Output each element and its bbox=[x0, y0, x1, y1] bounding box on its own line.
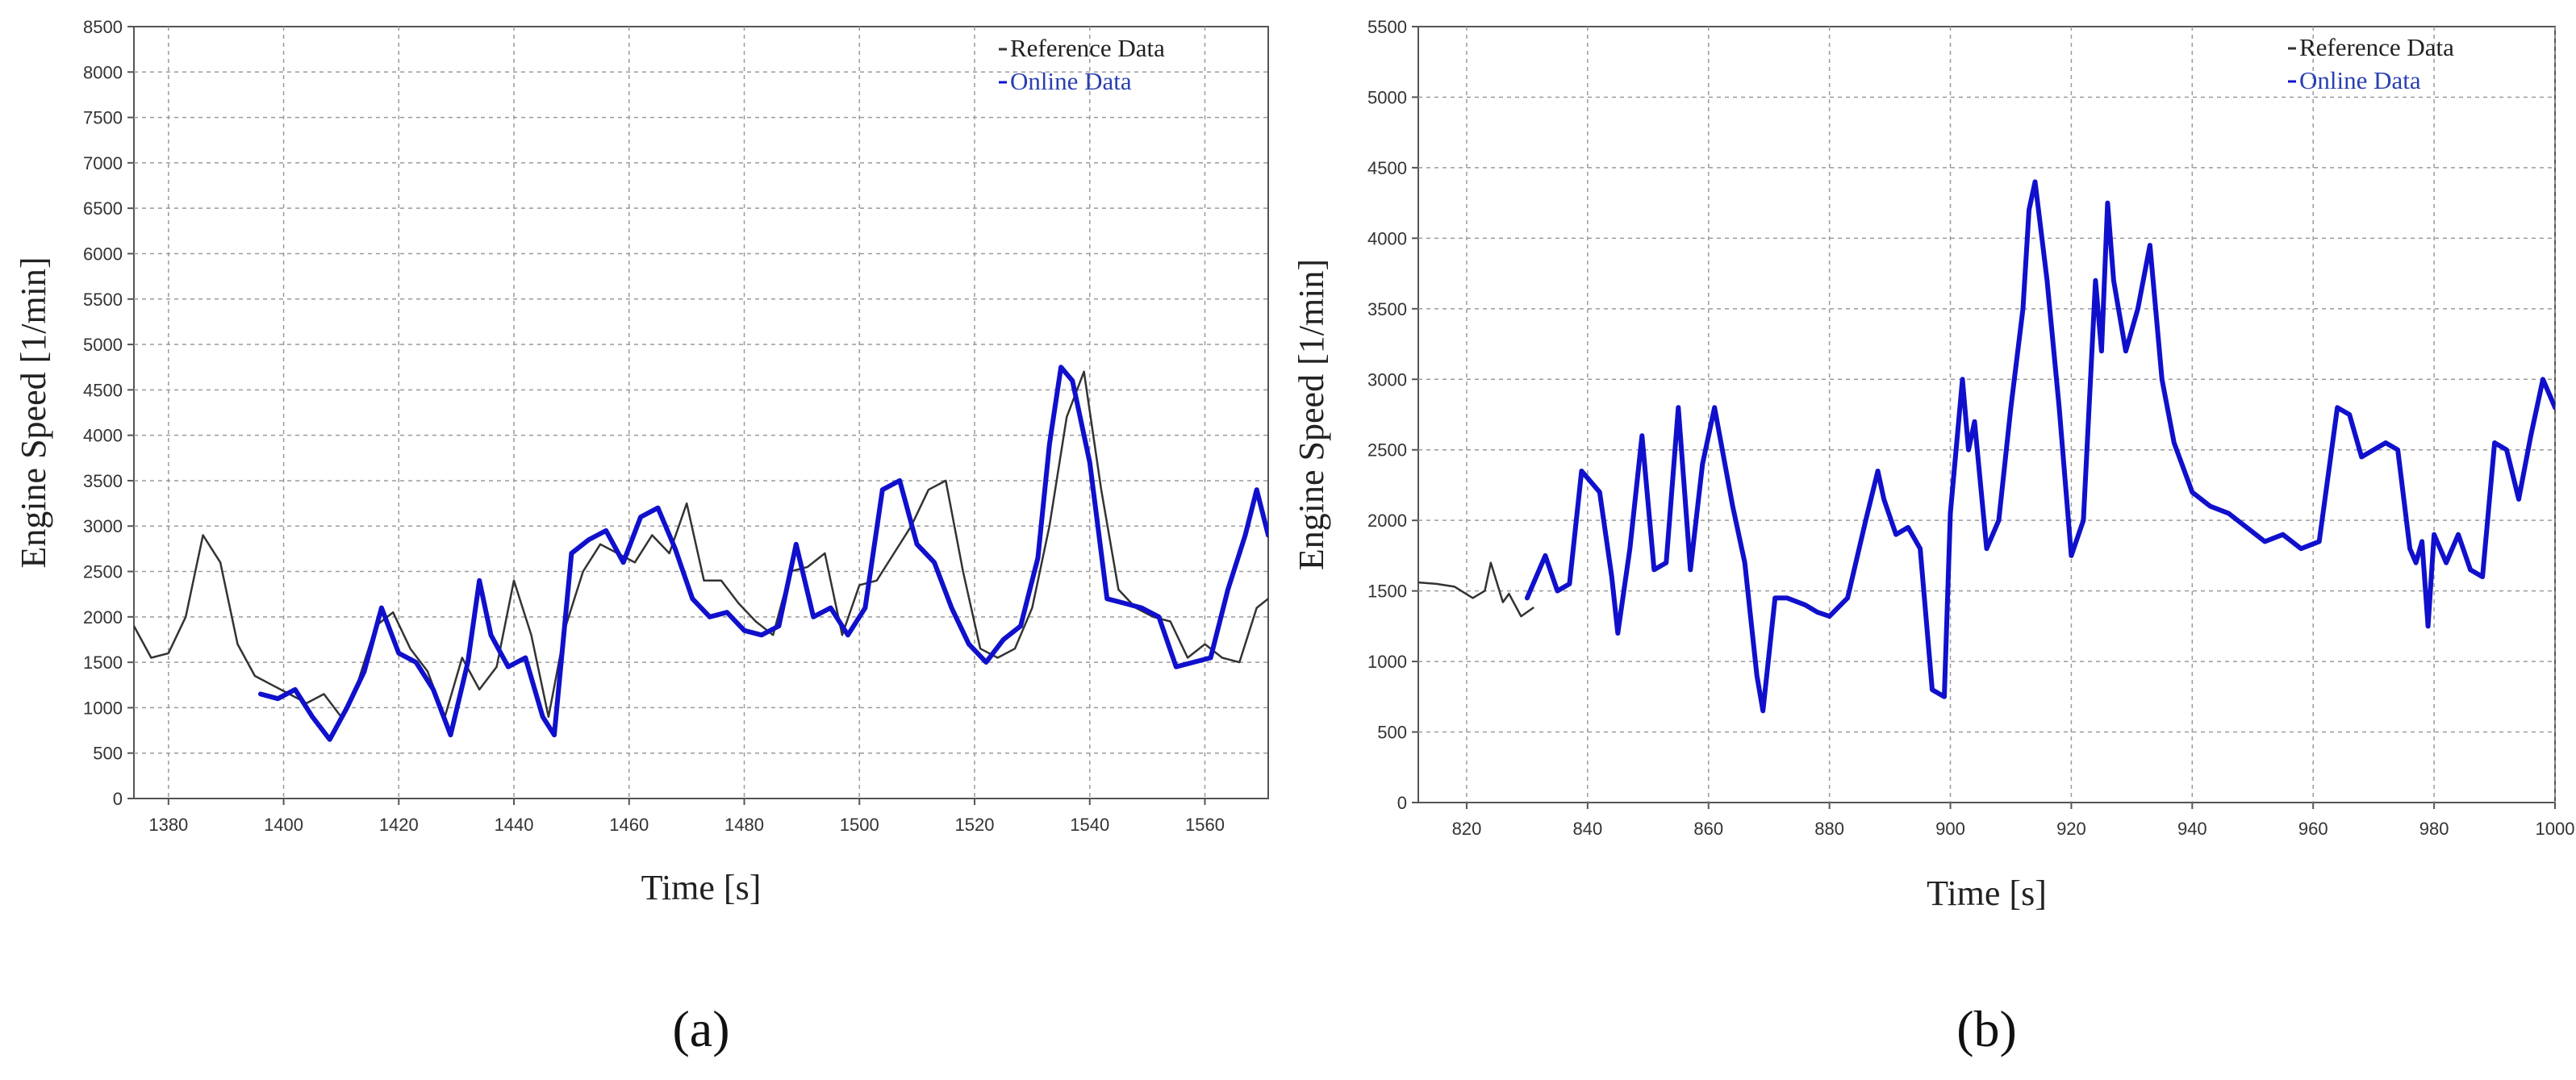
x-tick-label: 880 bbox=[1814, 819, 1844, 839]
legend-entry: Online Data bbox=[2299, 66, 2421, 94]
x-tick-label: 920 bbox=[2056, 819, 2086, 839]
x-tick-label: 1500 bbox=[840, 815, 879, 835]
chart-panel-b: 0 500 1000 1500 2000 2500 3000 3500 4000 4500 5000… bbox=[1292, 17, 2574, 1057]
y-axis-title: Engine Speed [1/min] bbox=[1292, 259, 1331, 570]
legend-entry: Reference Data bbox=[2299, 33, 2454, 61]
y-tick-label: 1000 bbox=[1367, 652, 1407, 672]
y-tick-label: 4000 bbox=[1367, 228, 1407, 248]
x-tick-label: 820 bbox=[1452, 819, 1482, 839]
y-tick-label: 1500 bbox=[1367, 582, 1407, 602]
x-tick-label: 940 bbox=[2177, 819, 2207, 839]
y-tick-label: 3500 bbox=[83, 471, 123, 491]
x-tick-label: 960 bbox=[2298, 819, 2328, 839]
legend-entry: Reference Data bbox=[1010, 34, 1165, 62]
y-tick-label: 6500 bbox=[83, 198, 123, 219]
x-tick-label: 840 bbox=[1572, 819, 1602, 839]
y-tick-label: 0 bbox=[1397, 793, 1407, 813]
x-tick-label: 1000 bbox=[2536, 819, 2575, 839]
legend: Reference Data Online Data bbox=[999, 34, 1165, 95]
panel-label: (b) bbox=[1956, 1000, 2017, 1057]
x-tick-label: 900 bbox=[1935, 819, 1965, 839]
y-tick-label: 5000 bbox=[83, 335, 123, 355]
y-tick-label: 7500 bbox=[83, 108, 123, 128]
y-tick-label: 1500 bbox=[83, 653, 123, 673]
y-tick-label: 1000 bbox=[83, 698, 123, 718]
y-tick-label: 5500 bbox=[83, 290, 123, 310]
y-tick-label: 5500 bbox=[1367, 17, 1407, 37]
legend-entry: Online Data bbox=[1010, 67, 1132, 95]
panel-label: (a) bbox=[672, 1000, 729, 1057]
y-tick-label: 3000 bbox=[83, 516, 123, 536]
plot-area bbox=[1417, 26, 2556, 803]
y-tick-label: 6000 bbox=[83, 244, 123, 264]
x-tick-label: 1380 bbox=[148, 815, 188, 835]
y-tick-label: 500 bbox=[1377, 723, 1407, 743]
y-tick-label: 2500 bbox=[1367, 440, 1407, 461]
chart-panel-a: 0 500 1000 1500 2000 2500 3000 3500 4000 4500 5000… bbox=[14, 17, 1269, 1057]
x-tick-label: 1420 bbox=[379, 815, 419, 835]
y-axis-title: Engine Speed [1/min] bbox=[14, 256, 53, 568]
y-tick-label: 3000 bbox=[1367, 369, 1407, 390]
y-tick-label: 7000 bbox=[83, 153, 123, 173]
series-line-online-data bbox=[1524, 179, 2555, 714]
y-tick-label: 2000 bbox=[83, 607, 123, 628]
y-tick-label: 8000 bbox=[83, 62, 123, 82]
x-axis-title: Time [s] bbox=[1927, 874, 2047, 913]
x-tick-label: 1520 bbox=[955, 815, 995, 835]
y-tick-label: 0 bbox=[113, 789, 123, 809]
series-line-reference-data bbox=[134, 370, 1268, 718]
y-tick-label: 5000 bbox=[1367, 87, 1407, 107]
x-tick-label: 860 bbox=[1693, 819, 1723, 839]
plot-area bbox=[133, 26, 1269, 799]
y-tick-label: 4500 bbox=[1367, 158, 1407, 178]
y-tick-label: 4500 bbox=[83, 380, 123, 400]
x-tick-label: 980 bbox=[2419, 819, 2449, 839]
x-tick-label: 1560 bbox=[1185, 815, 1225, 835]
y-tick-label: 2500 bbox=[83, 562, 123, 582]
y-tick-label: 500 bbox=[93, 744, 123, 764]
series-line-reference-data bbox=[1418, 561, 1534, 618]
y-tick-label: 3500 bbox=[1367, 299, 1407, 319]
series-line-online-data bbox=[258, 365, 1268, 742]
legend: Reference Data Online Data bbox=[2288, 33, 2454, 94]
x-tick-label: 1440 bbox=[495, 815, 534, 835]
y-tick-label: 4000 bbox=[83, 426, 123, 446]
y-tick-label: 8500 bbox=[83, 17, 123, 37]
x-tick-label: 1540 bbox=[1070, 815, 1109, 835]
x-axis-title: Time [s] bbox=[641, 868, 762, 907]
y-tick-label: 2000 bbox=[1367, 511, 1407, 531]
x-tick-label: 1400 bbox=[264, 815, 303, 835]
x-tick-label: 1460 bbox=[609, 815, 649, 835]
x-tick-label: 1480 bbox=[724, 815, 764, 835]
